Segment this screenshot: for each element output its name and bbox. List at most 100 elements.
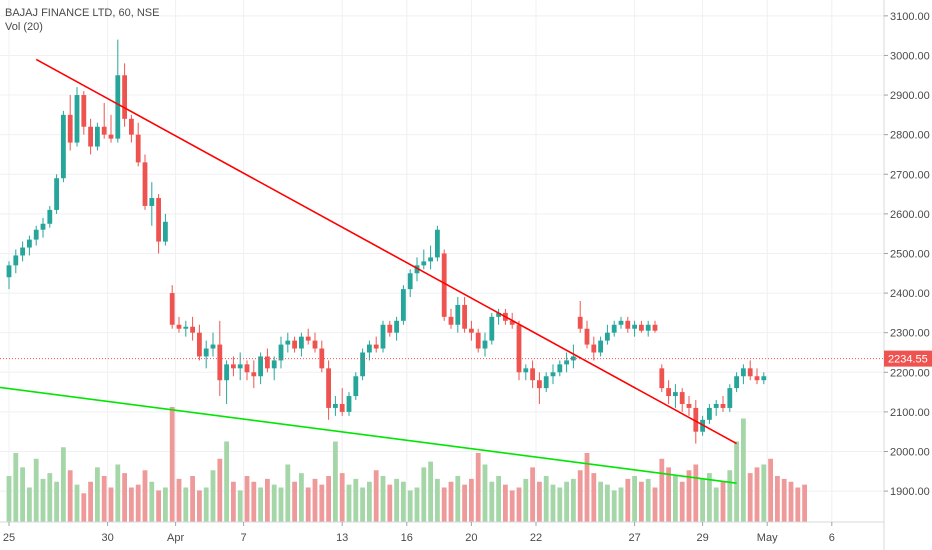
volume-bar xyxy=(632,476,637,522)
price-axis[interactable]: 1900.00 2000.00 2100.00 2200.00 2300.00 2400.… xyxy=(883,0,932,550)
volume-bar xyxy=(652,487,658,522)
volume-bar xyxy=(27,487,32,522)
volume-bar xyxy=(108,487,114,522)
price-tick-label: 2200.00 xyxy=(890,367,930,379)
candle-body xyxy=(244,364,250,373)
volume-bar xyxy=(564,481,569,522)
volume-bar xyxy=(795,487,801,522)
candle-body xyxy=(312,340,318,349)
price-tick-label: 2900.00 xyxy=(890,90,930,102)
candle-body xyxy=(489,316,495,341)
volume-bar xyxy=(115,464,121,522)
candle-body xyxy=(203,348,209,357)
volume-bar xyxy=(509,490,515,522)
candle-body xyxy=(6,265,12,278)
time-tick-label: 30 xyxy=(101,532,113,544)
volume-bar xyxy=(67,470,73,522)
candle-body xyxy=(577,316,583,329)
candle-body xyxy=(516,324,522,373)
volume-bar xyxy=(237,490,243,522)
candle-body xyxy=(210,344,216,349)
volume-bar xyxy=(550,484,556,522)
candle-body xyxy=(299,336,304,349)
price-tick-label: 2800.00 xyxy=(890,130,930,142)
volume-bar xyxy=(265,478,270,522)
candle-body xyxy=(441,253,447,317)
price-tick-label: 1900.00 xyxy=(890,486,930,498)
volume-bar xyxy=(482,464,488,522)
volume-bar xyxy=(258,487,263,522)
volume-bar xyxy=(441,487,447,522)
volume-bar xyxy=(197,490,202,522)
volume-bar xyxy=(224,441,229,522)
candle-body xyxy=(421,261,427,266)
volume-bar xyxy=(734,441,739,522)
candle-body xyxy=(482,340,488,349)
trendline-support xyxy=(0,386,737,484)
chart-title: BAJAJ FINANCE LTD, 60, NSE xyxy=(5,7,160,19)
volume-bar xyxy=(543,476,549,522)
volume-bar xyxy=(278,487,284,522)
volume-bar xyxy=(693,464,699,522)
volume-bar xyxy=(557,487,563,522)
candle-body xyxy=(33,229,39,240)
price-tick-label: 3100.00 xyxy=(890,11,930,23)
candle-body xyxy=(333,403,338,408)
candle-body xyxy=(747,368,753,377)
volume-bar xyxy=(20,467,25,522)
candle-body xyxy=(265,356,270,369)
price-tick-label: 3000.00 xyxy=(890,50,930,62)
volume-bar xyxy=(679,481,685,522)
candle-body xyxy=(380,324,386,349)
volume-bar xyxy=(686,470,692,522)
volume-bar xyxy=(319,484,325,522)
volume-bar xyxy=(584,453,590,522)
volume-bar xyxy=(271,484,277,522)
candle-body xyxy=(611,324,617,333)
volume-bar xyxy=(571,478,576,522)
last-price-label: 2234.55 xyxy=(888,354,928,366)
candlesticks xyxy=(6,39,767,444)
candle-body xyxy=(713,403,719,408)
candle-body xyxy=(673,392,678,397)
time-tick-label: 29 xyxy=(696,532,708,544)
candle-body xyxy=(537,380,542,389)
candle-body xyxy=(197,332,202,357)
volume-bar xyxy=(176,478,182,522)
candle-body xyxy=(27,239,32,248)
volume-bar xyxy=(775,476,780,522)
time-tick-label: Apr xyxy=(167,532,184,544)
volume-bar xyxy=(666,467,671,522)
volume-bar xyxy=(95,467,100,522)
volume-bar xyxy=(673,476,678,522)
candle-body xyxy=(543,376,549,389)
volume-bar xyxy=(754,467,760,522)
candle-body xyxy=(707,407,712,420)
volume-bar xyxy=(367,481,372,522)
candle-body xyxy=(435,229,440,258)
volume-bar xyxy=(74,484,80,522)
candle-body xyxy=(346,396,352,412)
volume-bar xyxy=(163,487,168,522)
time-tick-label: 7 xyxy=(241,532,247,544)
candle-body xyxy=(598,340,603,353)
time-axis[interactable]: 25 30 Apr 7 13 16 20 22 27 29 May 6 xyxy=(0,521,884,544)
candle-body xyxy=(462,304,467,329)
volume-indicator-label[interactable]: Vol (20) xyxy=(5,21,43,33)
volume-bar xyxy=(713,487,719,522)
last-price-tag xyxy=(884,350,932,367)
candle-body xyxy=(550,372,556,377)
candle-body xyxy=(129,118,134,135)
candle-body xyxy=(645,324,651,331)
time-tick-label: 16 xyxy=(401,532,413,544)
candle-body xyxy=(475,332,481,349)
candle-body xyxy=(190,326,195,333)
volume-bars xyxy=(6,407,807,522)
volume-bar xyxy=(639,481,644,522)
volume-bar xyxy=(761,464,767,522)
volume-bar xyxy=(360,487,365,522)
candle-body xyxy=(686,403,692,408)
volume-bar xyxy=(448,481,454,522)
chart-legend: BAJAJ FINANCE LTD, 60, NSE Vol (20) xyxy=(5,6,159,34)
